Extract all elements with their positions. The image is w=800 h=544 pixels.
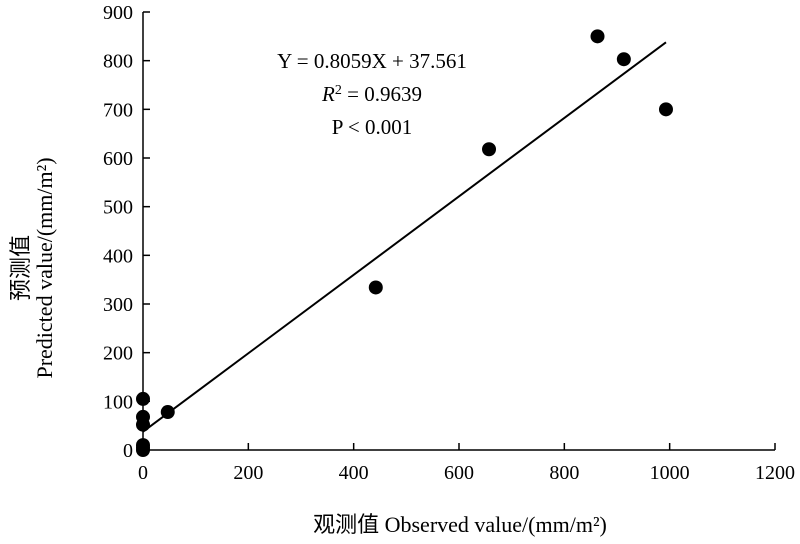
r2-superscript: 2 xyxy=(335,83,342,98)
data-point xyxy=(616,52,631,67)
x-tick-label: 0 xyxy=(138,462,148,484)
x-axis-title: 观测值 Observed value/(mm/m²) xyxy=(313,512,607,537)
x-tick-label: 1000 xyxy=(650,462,690,484)
regression-equation: Y = 0.8059X + 37.561 xyxy=(277,49,467,73)
x-tick-label: 800 xyxy=(549,462,579,484)
data-point xyxy=(482,142,497,157)
tick-labels: 0 100 200 300 400 500 600 700 800 900 0 200 400 600 80… xyxy=(103,2,795,484)
data-point xyxy=(590,29,605,44)
x-tick-label: 400 xyxy=(339,462,369,484)
x-tick-label: 600 xyxy=(444,462,474,484)
y-tick-label: 600 xyxy=(103,148,133,170)
data-point xyxy=(368,280,383,295)
data-points xyxy=(136,29,673,457)
r-squared-label: R2 = 0.9639 xyxy=(321,82,422,106)
y-tick-label: 900 xyxy=(103,2,133,24)
y-tick-label: 400 xyxy=(103,245,133,267)
data-point xyxy=(136,409,150,424)
regression-annotation: Y = 0.8059X + 37.561 R2 = 0.9639 P < 0.0… xyxy=(277,49,467,139)
y-tick-label: 700 xyxy=(103,99,133,121)
y-tick-label: 0 xyxy=(123,440,133,462)
data-point xyxy=(160,405,175,420)
regression-line xyxy=(142,41,667,433)
y-tick-label: 100 xyxy=(103,391,133,413)
y-axis-title-cn: 预测值 xyxy=(8,235,33,301)
axes xyxy=(142,11,776,451)
y-tick-label: 500 xyxy=(103,197,133,219)
y-tick-label: 300 xyxy=(103,294,133,316)
data-point xyxy=(136,391,150,406)
fit-line-layer xyxy=(142,41,667,433)
y-tick-label: 200 xyxy=(103,343,133,365)
x-tick-label: 1200 xyxy=(755,462,795,484)
y-axis-title-en: Predicted value/(mm/m²) xyxy=(32,157,57,378)
data-point xyxy=(136,438,150,453)
y-tick-label: 800 xyxy=(103,51,133,73)
x-tick-label: 200 xyxy=(233,462,263,484)
r2-value: = 0.9639 xyxy=(342,82,422,106)
data-point xyxy=(658,102,673,117)
y-axis-title: 预测值 Predicted value/(mm/m²) xyxy=(8,157,57,378)
p-value-label: P < 0.001 xyxy=(332,115,413,139)
r2-prefix: R xyxy=(321,82,335,106)
